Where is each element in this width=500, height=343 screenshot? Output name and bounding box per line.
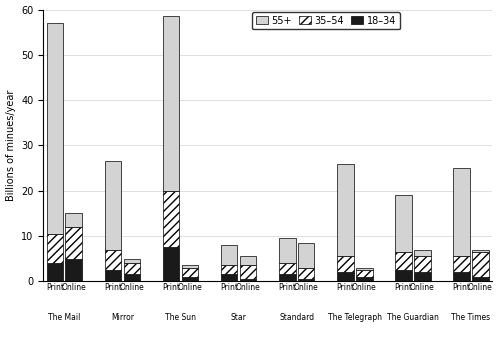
Bar	[279, 274, 295, 281]
Bar	[298, 243, 314, 268]
Bar	[356, 277, 372, 281]
Bar	[395, 195, 411, 252]
Bar	[414, 250, 430, 256]
Text: Standard: Standard	[279, 312, 314, 321]
Bar	[66, 259, 82, 281]
Bar	[221, 274, 238, 281]
Bar	[240, 265, 256, 279]
Text: Star: Star	[230, 312, 246, 321]
Bar	[124, 274, 140, 281]
Bar	[240, 279, 256, 281]
Text: The Mail: The Mail	[48, 312, 80, 321]
Bar	[414, 256, 430, 272]
Bar	[395, 252, 411, 270]
Bar	[337, 164, 353, 256]
Bar	[337, 256, 353, 272]
Bar	[124, 259, 140, 263]
Bar	[46, 23, 63, 234]
Text: The Guardian: The Guardian	[387, 312, 439, 321]
Bar	[104, 270, 121, 281]
Bar	[46, 234, 63, 263]
Bar	[221, 265, 238, 274]
Bar	[182, 277, 198, 281]
Bar	[453, 168, 470, 256]
Bar	[162, 247, 180, 281]
Bar	[279, 263, 295, 274]
Bar	[395, 270, 411, 281]
Legend: 55+, 35–54, 18–34: 55+, 35–54, 18–34	[252, 12, 400, 29]
Bar	[104, 161, 121, 250]
Bar	[104, 250, 121, 270]
Bar	[453, 256, 470, 272]
Bar	[472, 250, 489, 252]
Bar	[453, 272, 470, 281]
Bar	[240, 256, 256, 265]
Bar	[337, 272, 353, 281]
Bar	[66, 227, 82, 259]
Bar	[46, 263, 63, 281]
Bar	[182, 268, 198, 277]
Bar	[162, 191, 180, 247]
Text: The Telegraph: The Telegraph	[328, 312, 382, 321]
Bar	[182, 265, 198, 268]
Text: The Sun: The Sun	[165, 312, 196, 321]
Bar	[298, 279, 314, 281]
Bar	[66, 213, 82, 227]
Bar	[472, 252, 489, 277]
Bar	[279, 238, 295, 263]
Bar	[221, 245, 238, 265]
Text: Mirror: Mirror	[111, 312, 134, 321]
Bar	[356, 270, 372, 277]
Bar	[356, 268, 372, 270]
Bar	[162, 16, 180, 191]
Bar	[472, 277, 489, 281]
Bar	[124, 263, 140, 274]
Bar	[414, 272, 430, 281]
Text: The Times: The Times	[452, 312, 490, 321]
Bar	[298, 268, 314, 279]
Y-axis label: Billions of minues/year: Billions of minues/year	[6, 90, 16, 201]
